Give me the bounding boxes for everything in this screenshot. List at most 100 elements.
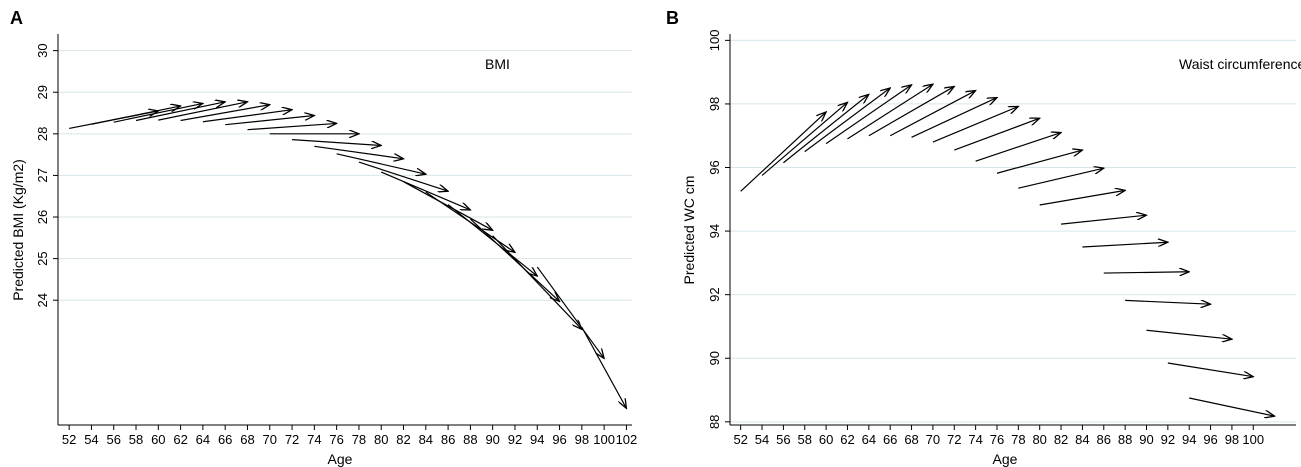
a-arrow: [380, 171, 470, 210]
a-x-tick-label: 98: [575, 432, 589, 447]
b-y-tick-label: 94: [707, 224, 722, 238]
a-arrow: [135, 102, 225, 122]
a-arrow: [91, 106, 180, 125]
panel-a-y-axis-title: Predicted BMI (Kg/m2): [10, 159, 26, 301]
panel-a-annotation: BMI: [485, 56, 510, 72]
b-arrow: [825, 85, 911, 145]
a-x-tick-label: 90: [485, 432, 499, 447]
b-arrow: [975, 133, 1061, 162]
b-arrow: [740, 112, 826, 192]
b-y-tick-label: 90: [707, 351, 722, 365]
panel-a-letter: A: [10, 8, 23, 28]
a-y-tick-label: 26: [35, 210, 50, 224]
b-arrow: [1125, 300, 1210, 304]
a-arrow: [292, 139, 381, 146]
b-y-tick-label: 100: [707, 30, 722, 52]
b-x-tick-label: 94: [1182, 432, 1196, 447]
a-x-tick-label: 60: [151, 432, 165, 447]
b-x-tick-label: 52: [733, 432, 747, 447]
b-arrow: [996, 150, 1082, 174]
a-x-tick-label: 84: [419, 432, 433, 447]
a-arrow: [336, 153, 426, 174]
a-arrow: [492, 235, 582, 330]
a-x-tick-label: 72: [285, 432, 299, 447]
a-y-tick-label: 25: [35, 251, 50, 265]
b-arrow: [1189, 397, 1274, 416]
b-x-tick-label: 74: [968, 432, 982, 447]
b-x-tick-label: 84: [1075, 432, 1089, 447]
b-arrow: [783, 94, 868, 164]
a-x-tick-label: 68: [240, 432, 254, 447]
a-x-tick-label: 94: [530, 432, 544, 447]
b-arrow: [1039, 190, 1125, 206]
b-x-tick-label: 76: [990, 432, 1004, 447]
b-x-tick-label: 62: [840, 432, 854, 447]
b-arrow: [868, 86, 954, 137]
panel-b-x-axis-title: Age: [993, 451, 1018, 467]
panel-a-arrows: [69, 102, 626, 409]
b-x-tick-label: 80: [1032, 432, 1046, 447]
b-x-tick-label: 82: [1054, 432, 1068, 447]
a-arrow: [225, 116, 314, 126]
b-x-tick-label: 78: [1011, 432, 1025, 447]
a-arrow: [158, 102, 247, 121]
b-arrow: [847, 84, 932, 140]
b-arrow: [804, 88, 890, 153]
b-arrow: [954, 118, 1039, 151]
a-x-tick-label: 64: [196, 432, 210, 447]
a-x-tick-label: 92: [508, 432, 522, 447]
b-arrow: [1018, 168, 1103, 189]
b-y-tick-label: 92: [707, 287, 722, 301]
b-x-tick-label: 64: [862, 432, 876, 447]
panel-b-x-ticks: 52 54 56 58 60 62 64 66 68 70 72 74 76 78 80 82 84 86 88 90…: [733, 425, 1264, 447]
a-x-tick-label: 52: [62, 432, 76, 447]
a-y-tick-label: 24: [35, 293, 50, 307]
panel-a-y-ticks: 24 25 26 27 28 29 30: [35, 43, 58, 307]
b-x-tick-label: 92: [1161, 432, 1175, 447]
a-x-tick-label: 102: [616, 432, 638, 447]
a-x-tick-label: 78: [352, 432, 366, 447]
b-arrow: [911, 98, 997, 138]
panel-a-bmi-chart: A 24 25 26 27 28 29 30 52 54 56 58 60 62 64 66 68 70 72 7…: [10, 8, 637, 467]
panel-b-gridlines: [730, 39, 1296, 423]
b-x-tick-label: 66: [883, 432, 897, 447]
panel-b-y-ticks: 88 90 92 94 96 98 100: [707, 30, 730, 429]
b-x-tick-label: 72: [947, 432, 961, 447]
panel-b-annotation: Waist circumference: [1179, 56, 1301, 72]
a-y-tick-label: 29: [35, 85, 50, 99]
panel-a-x-axis-title: Age: [328, 451, 353, 467]
b-x-tick-label: 60: [819, 432, 833, 447]
b-x-tick-label: 90: [1139, 432, 1153, 447]
panel-a-x-ticks: 52 54 56 58 60 62 64 66 68 70 72 74 76 78 80 82 84 86 88 90…: [62, 425, 637, 447]
a-x-tick-label: 76: [329, 432, 343, 447]
a-arrow: [581, 326, 627, 408]
a-arrow: [113, 103, 203, 123]
b-x-tick-label: 54: [755, 432, 769, 447]
a-x-tick-label: 66: [218, 432, 232, 447]
b-y-tick-label: 98: [707, 97, 722, 111]
b-arrow: [761, 102, 847, 176]
panel-b-y-axis-title: Predicted WC cm: [681, 176, 697, 285]
a-x-tick-label: 54: [84, 432, 98, 447]
panel-b-letter: B: [666, 8, 679, 28]
a-arrow: [202, 110, 292, 123]
a-arrow: [358, 161, 448, 191]
a-x-tick-label: 100: [593, 432, 615, 447]
a-arrow: [247, 123, 336, 131]
b-arrow: [1060, 215, 1146, 225]
panel-b-arrows: [740, 84, 1275, 416]
b-y-tick-label: 88: [707, 415, 722, 429]
a-x-tick-label: 74: [307, 432, 321, 447]
b-x-tick-label: 68: [904, 432, 918, 447]
panel-a-gridlines: [58, 50, 632, 301]
b-y-tick-label: 96: [707, 160, 722, 174]
a-x-tick-label: 70: [263, 432, 277, 447]
b-arrow: [1167, 362, 1253, 377]
a-arrow: [403, 181, 493, 231]
b-x-tick-label: 56: [776, 432, 790, 447]
b-x-tick-label: 100: [1242, 432, 1264, 447]
a-x-tick-label: 88: [463, 432, 477, 447]
b-arrow: [1082, 242, 1167, 248]
